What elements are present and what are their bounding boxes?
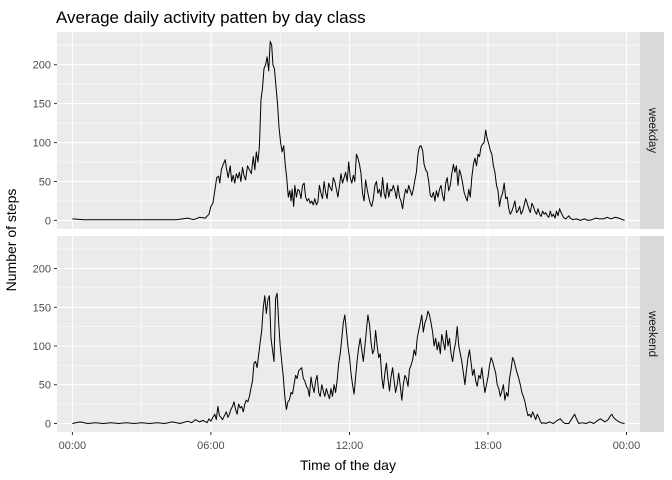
chart-title: Average daily activity patten by day cla… [56,8,366,27]
series-line-weekday [72,40,625,221]
y-tick-label: 100 [33,138,51,150]
y-tick-label: 50 [39,177,51,189]
y-tick-label: 150 [33,302,51,314]
x-tick-label: 00:00 [613,440,641,452]
facet-panels: 0 50 100 150 200 weekday 0 50 100 150 200 weekend 00… [33,32,664,452]
facet-strip [640,32,664,229]
x-axis-title: Time of the day [300,457,396,473]
y-tick-label: 0 [45,419,51,431]
y-tick-label: 0 [45,215,51,227]
y-axis-title: Number of steps [3,189,19,292]
series-line-weekend [72,292,625,424]
y-tick-label: 150 [33,99,51,111]
x-tick-label: 18:00 [474,440,502,452]
panel-weekend: 0 50 100 150 200 weekend [33,236,664,432]
facet-strip [640,236,664,432]
y-tick-label: 100 [33,341,51,353]
x-tick-label: 12:00 [336,440,364,452]
y-tick-label: 200 [33,264,51,276]
facet-strip-label: weekday [646,107,658,154]
x-tick-label: 06:00 [197,440,225,452]
panel-background [57,236,640,432]
y-tick-label: 200 [33,60,51,72]
panel-weekday: 0 50 100 150 200 weekday [33,32,664,229]
x-tick-label: 00:00 [59,440,87,452]
y-tick-label: 50 [39,380,51,392]
panel-background [57,32,640,229]
facet-strip-label: weekend [646,310,658,357]
